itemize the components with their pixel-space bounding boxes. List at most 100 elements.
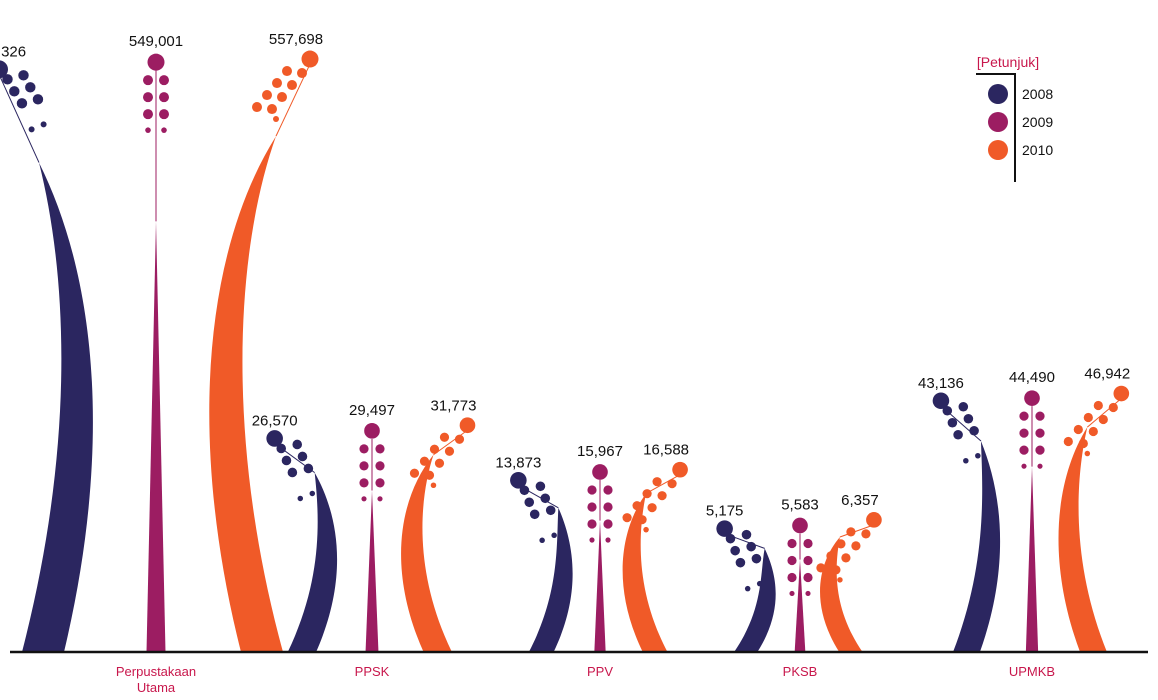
- value-label-2010-upmkb: 46,942: [1084, 366, 1130, 383]
- value-label-2008-ppv: 13,873: [495, 454, 541, 471]
- dot-2009-ppsk-1: [364, 423, 380, 439]
- dot-2008-pksb-6: [735, 557, 746, 568]
- dot-2009-ppv-6: [587, 519, 597, 529]
- dot-2009-pksb-4: [787, 555, 797, 566]
- dot-2008-pksb-5: [746, 541, 756, 552]
- stalk-2008-perpustakaan-utama: [0, 75, 40, 163]
- dot-2008-pksb-2: [725, 533, 736, 544]
- dot-2010-ppsk-9: [409, 468, 420, 478]
- stalk-2010-upmkb: [1086, 398, 1122, 428]
- dot-2009-upmkb-4: [1019, 428, 1029, 438]
- dot-2008-perpustakaan-utama-9: [40, 121, 47, 128]
- value-label-2008-upmkb: 43,136: [918, 375, 964, 392]
- dot-2009-upmkb-1: [1024, 390, 1040, 406]
- dot-2008-perpustakaan-utama-1: [0, 60, 8, 79]
- dot-2010-ppsk-1: [459, 417, 476, 434]
- stem-2009-ppv: [594, 520, 606, 652]
- dot-2010-pksb-4: [851, 541, 861, 551]
- dot-2009-perpustakaan-utama-9: [161, 127, 167, 133]
- legend-swatch-2008: [988, 84, 1008, 104]
- dot-2008-ppsk-7: [303, 463, 314, 474]
- dot-2008-ppsk-2: [276, 443, 287, 454]
- dot-2009-ppsk-5: [375, 461, 385, 471]
- dot-2009-pksb-5: [803, 555, 813, 566]
- bloom-dots-layer: [0, 50, 1130, 597]
- stem-2010-upmkb: [1058, 427, 1107, 652]
- dot-2009-ppv-3: [603, 485, 613, 495]
- category-label-ppsk: PPSK: [355, 664, 390, 679]
- dot-2009-upmkb-3: [1035, 411, 1045, 421]
- dot-2008-upmkb-6: [953, 429, 963, 440]
- dot-2010-perpustakaan-utama-3: [282, 66, 292, 77]
- dot-2010-perpustakaan-utama-5: [272, 78, 282, 89]
- stem-2009-ppsk: [365, 490, 379, 652]
- value-label-2010-pksb: 6,357: [841, 492, 879, 509]
- value-label-2008-pksb: 5,175: [706, 503, 744, 520]
- dot-2008-pksb-3: [741, 529, 752, 540]
- dot-2010-pksb-6: [841, 553, 851, 563]
- dot-2008-pksb-8: [744, 585, 751, 592]
- dot-2008-ppv-1: [510, 472, 527, 489]
- dot-2008-perpustakaan-utama-4: [9, 86, 20, 97]
- dot-2010-ppv-3: [652, 477, 662, 487]
- dot-2010-perpustakaan-utama-9: [252, 102, 262, 113]
- dot-2009-ppv-1: [592, 464, 608, 480]
- dot-2008-pksb-7: [751, 553, 762, 564]
- dot-2010-ppv-2: [667, 479, 677, 489]
- dot-2010-ppsk-5: [429, 444, 440, 454]
- stem-2008-pksb: [734, 548, 776, 652]
- dot-2008-upmkb-5: [963, 413, 974, 424]
- dot-2010-ppv-10: [643, 526, 649, 533]
- dot-2010-perpustakaan-utama-1: [301, 50, 319, 68]
- stem-2010-perpustakaan-utama: [209, 136, 283, 653]
- dot-2010-upmkb-10: [1084, 450, 1091, 457]
- dot-2009-pksb-6: [787, 572, 797, 583]
- value-label-2009-pksb: 5,583: [781, 496, 819, 513]
- stems-layer: [0, 63, 1122, 653]
- dot-2008-upmkb-3: [958, 401, 969, 412]
- dot-2009-upmkb-9: [1037, 463, 1043, 469]
- category-label-pksb: PKSB: [783, 664, 818, 679]
- value-label-2008-perpustakaan-utama: 529,326: [0, 43, 26, 60]
- stem-2010-ppv: [622, 493, 668, 652]
- dot-2008-ppv-7: [545, 505, 556, 516]
- dot-2008-upmkb-1: [932, 392, 950, 410]
- dot-2008-perpustakaan-utama-6: [16, 98, 28, 109]
- dot-2008-perpustakaan-utama-2: [2, 74, 13, 85]
- dot-2008-perpustakaan-utama-8: [28, 126, 35, 133]
- stem-2008-ppsk: [287, 472, 338, 652]
- dot-2008-ppv-2: [519, 485, 530, 496]
- value-labels-layer: 529,326 549,001 557,698 26,570 29,497 31,773 1…: [0, 31, 1130, 520]
- dot-2009-upmkb-7: [1035, 445, 1045, 455]
- legend-title: [Petunjuk]: [977, 54, 1039, 70]
- dot-2008-perpustakaan-utama-7: [32, 94, 44, 105]
- dot-2008-pksb-4: [730, 545, 740, 556]
- dot-2010-upmkb-3: [1093, 400, 1103, 411]
- value-label-2010-perpustakaan-utama: 557,698: [269, 31, 323, 48]
- dot-2010-upmkb-1: [1113, 385, 1130, 402]
- dot-2008-ppv-8: [539, 537, 545, 544]
- dot-2010-upmkb-5: [1083, 412, 1093, 423]
- dot-2010-upmkb-4: [1098, 414, 1108, 425]
- dot-2009-pksb-9: [805, 590, 811, 597]
- dot-2009-perpustakaan-utama-7: [159, 109, 169, 120]
- value-label-2009-ppv: 15,967: [577, 443, 623, 460]
- dot-2009-pksb-7: [803, 572, 813, 583]
- dot-2009-ppv-8: [589, 537, 595, 543]
- dot-2010-ppv-5: [642, 489, 652, 499]
- dot-2008-ppv-4: [524, 497, 535, 508]
- dot-2009-perpustakaan-utama-5: [159, 92, 169, 103]
- dot-2010-pksb-2: [861, 529, 871, 539]
- dot-2010-perpustakaan-utama-8: [267, 104, 277, 115]
- dot-2010-ppv-6: [647, 503, 657, 513]
- dot-2010-ppsk-8: [424, 470, 435, 480]
- stem-2009-pksb: [794, 559, 806, 652]
- legend-label-2008: 2008: [1022, 86, 1053, 102]
- dot-2009-perpustakaan-utama-1: [147, 53, 165, 71]
- dot-2009-ppsk-7: [375, 478, 385, 488]
- dot-2010-ppsk-6: [434, 458, 445, 468]
- dot-2010-perpustakaan-utama-6: [277, 92, 287, 103]
- dot-2008-ppsk-4: [281, 455, 292, 466]
- dot-2009-ppv-5: [603, 502, 613, 512]
